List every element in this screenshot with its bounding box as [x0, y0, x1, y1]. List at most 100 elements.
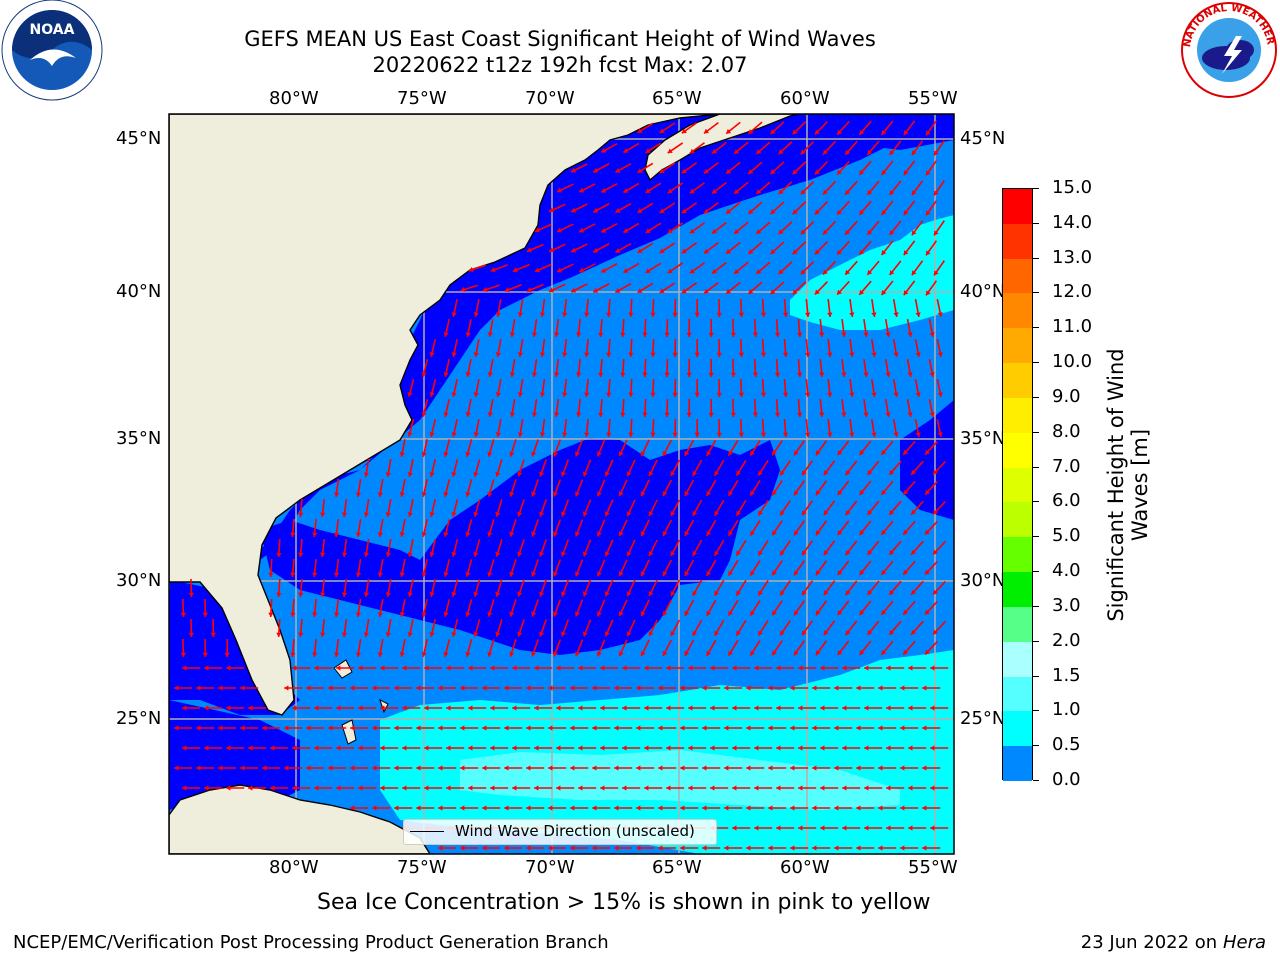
wind-wave-arrow-head: [548, 725, 553, 731]
wind-wave-arrow-head: [182, 785, 187, 791]
wind-wave-arrow-head: [845, 229, 851, 235]
wind-wave-arrow-head: [730, 372, 737, 377]
wind-wave-arrow-head: [385, 512, 391, 517]
wind-wave-arrow-head: [798, 705, 803, 711]
wind-wave-arrow-head: [320, 632, 326, 637]
wind-wave-arrow-head: [598, 412, 604, 417]
colorbar-segment: [1003, 328, 1032, 364]
wind-wave-arrow-head: [820, 825, 825, 831]
wind-wave-arrow-head: [881, 130, 887, 135]
wind-wave-arrow-head: [692, 590, 698, 596]
wind-wave-arrow-head: [534, 665, 539, 671]
wind-wave-arrow-head: [248, 785, 253, 791]
wind-wave-arrow-head: [849, 352, 855, 357]
wind-wave-arrow-head: [487, 651, 493, 657]
wind-wave-arrow-head: [915, 352, 921, 357]
wind-wave-arrow-head: [859, 169, 865, 175]
wind-wave-arrow-head: [539, 631, 545, 637]
wind-wave-arrow-head: [312, 572, 318, 577]
wind-wave-arrow-head: [837, 169, 842, 175]
wind-wave-arrow-head: [509, 412, 516, 417]
wind-wave-arrow-head: [780, 590, 785, 596]
wind-wave-arrow-head: [885, 372, 891, 377]
wind-wave-arrow-head: [460, 765, 465, 771]
wind-wave-arrow-head: [596, 571, 602, 577]
wind-wave-arrow-head: [702, 845, 707, 851]
wind-wave-arrow-head: [380, 745, 385, 751]
wind-wave-arrow-head: [276, 552, 282, 557]
wind-wave-arrow-head: [934, 150, 939, 156]
wind-wave-arrow-head: [706, 530, 712, 536]
wind-wave-arrow-head: [684, 610, 690, 616]
wind-wave-arrow-head: [570, 685, 575, 691]
wind-wave-arrow-head: [399, 612, 405, 617]
wind-wave-arrow-head: [377, 492, 384, 497]
wind-wave-arrow-head: [827, 392, 833, 397]
wind-wave-arrow-head: [402, 745, 407, 751]
wind-wave-arrow-head: [606, 312, 612, 317]
wind-wave-arrow-head: [560, 511, 566, 517]
wind-wave-arrow-head: [760, 312, 767, 317]
wind-wave-arrow-head: [706, 490, 712, 496]
wind-wave-arrow-head: [726, 288, 732, 294]
wind-wave-arrow-head: [482, 287, 488, 293]
wind-wave-arrow-head: [460, 685, 465, 691]
colorbar-tick: [1033, 675, 1039, 677]
wind-wave-arrow-head: [614, 765, 619, 771]
footer-date-text: 23 Jun 2022 on: [1080, 932, 1218, 953]
wind-wave-arrow-head: [320, 552, 326, 557]
wind-wave-arrow-head: [710, 705, 715, 711]
colorbar-tick: [1033, 571, 1039, 573]
wind-wave-arrow-head: [377, 532, 384, 537]
wind-wave-arrow-head: [827, 432, 833, 437]
wind-wave-arrow-head: [615, 168, 621, 173]
wind-wave-arrow-head: [298, 552, 304, 557]
wind-wave-arrow-head: [556, 745, 561, 751]
wind-wave-arrow-head: [845, 470, 851, 476]
wind-wave-arrow-head: [534, 267, 540, 273]
wind-wave-arrow-head: [792, 209, 798, 215]
wind-wave-arrow-head: [702, 685, 707, 691]
wind-wave-arrow-head: [578, 785, 583, 791]
wind-wave-arrow-head: [372, 765, 377, 771]
wind-wave-arrow-head: [859, 650, 865, 656]
wind-wave-arrow-head: [752, 372, 759, 377]
wind-wave-arrow-head: [640, 571, 646, 577]
wind-wave-arrow-head: [604, 551, 610, 557]
wind-wave-arrow-head: [592, 805, 597, 811]
wind-wave-arrow-head: [768, 725, 773, 731]
colorbar-tick: [1033, 431, 1039, 433]
wind-wave-arrow-head: [495, 432, 502, 437]
wind-wave-arrow-head: [487, 412, 493, 417]
colorbar-tick-label: 7.0: [1052, 455, 1081, 477]
colorbar-segment: [1003, 572, 1032, 608]
wind-wave-arrow-head: [509, 571, 515, 577]
wind-wave-arrow-head: [407, 391, 413, 397]
wind-wave-arrow-head: [692, 510, 698, 516]
wind-wave-arrow-head: [871, 312, 877, 317]
wind-wave-arrow-head: [658, 725, 663, 731]
wind-wave-arrow-head: [881, 569, 887, 575]
wind-wave-arrow-head: [871, 352, 877, 357]
wind-wave-arrow-head: [385, 592, 391, 597]
wind-wave-arrow-head: [504, 805, 509, 811]
wind-wave-arrow-head: [867, 509, 873, 515]
wind-wave-arrow-head: [582, 551, 588, 557]
wind-wave-arrow-head: [650, 392, 656, 397]
colorbar-tick-label: 4.0: [1052, 560, 1081, 582]
wind-wave-arrow-head: [681, 128, 687, 134]
wind-wave-arrow-head: [618, 571, 624, 577]
wind-wave-arrow-head: [903, 449, 909, 455]
wind-wave-arrow-head: [517, 312, 524, 317]
wind-wave-arrow-head: [614, 685, 619, 691]
wind-wave-arrow-head: [778, 189, 784, 195]
wind-wave-arrow-head: [531, 412, 538, 417]
wind-wave-arrow-head: [443, 611, 449, 617]
wind-wave-arrow-head: [756, 269, 762, 274]
wind-wave-arrow-head: [728, 530, 734, 536]
colorbar-tick-label: 3.0: [1052, 594, 1081, 616]
sea-ice-note: Sea Ice Concentration > 15% is shown in …: [317, 890, 931, 915]
wind-wave-arrow-head: [670, 631, 676, 636]
wind-wave-arrow-head: [754, 705, 759, 711]
lat-label-left: 30°N: [116, 570, 162, 591]
